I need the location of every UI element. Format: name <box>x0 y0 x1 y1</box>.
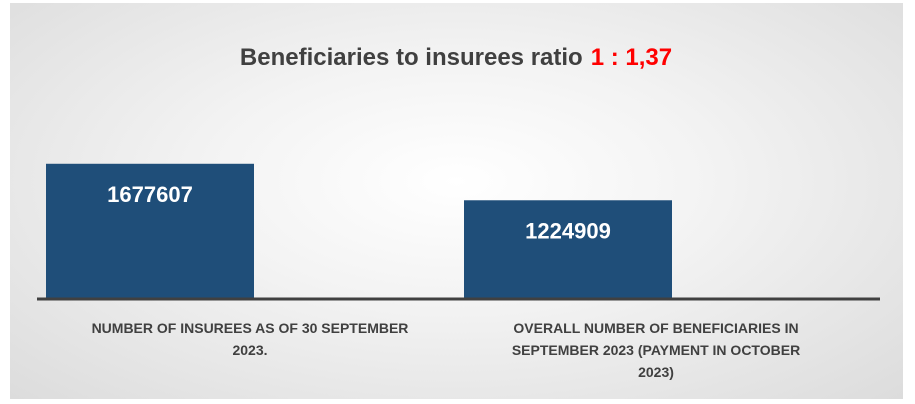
chart-title-text: Beneficiaries to insurees ratio <box>240 44 583 71</box>
category-label-1: NUMBER OF INSUREES AS OF 30 SEPTEMBER 202… <box>92 320 409 358</box>
data-label-1: 1677607 <box>107 182 193 207</box>
category-label-line: SEPTEMBER 2023 (PAYMENT IN OCTOBER <box>512 342 800 358</box>
category-label-line: OVERALL NUMBER OF BENEFICIARIES IN <box>513 320 798 336</box>
bars-layer: 1677607 1224909 <box>46 163 672 299</box>
chart-area: Beneficiaries to insurees ratio 1 : 1,37 … <box>10 3 903 399</box>
category-label-2: OVERALL NUMBER OF BENEFICIARIES IN SEPTEM… <box>512 320 800 380</box>
bar-2 <box>464 200 672 299</box>
bar-1 <box>46 163 254 299</box>
bar-chart: Beneficiaries to insurees ratio 1 : 1,37 … <box>37 44 880 380</box>
data-label-2: 1224909 <box>525 218 611 243</box>
category-label-line: NUMBER OF INSUREES AS OF 30 SEPTEMBER <box>92 320 409 336</box>
chart-title: Beneficiaries to insurees ratio 1 : 1,37 <box>240 44 672 71</box>
category-label-line: 2023) <box>638 364 674 380</box>
category-label-line: 2023. <box>232 342 267 358</box>
category-labels-layer: NUMBER OF INSUREES AS OF 30 SEPTEMBER 202… <box>92 320 801 380</box>
ratio-value: 1 : 1,37 <box>591 44 672 71</box>
